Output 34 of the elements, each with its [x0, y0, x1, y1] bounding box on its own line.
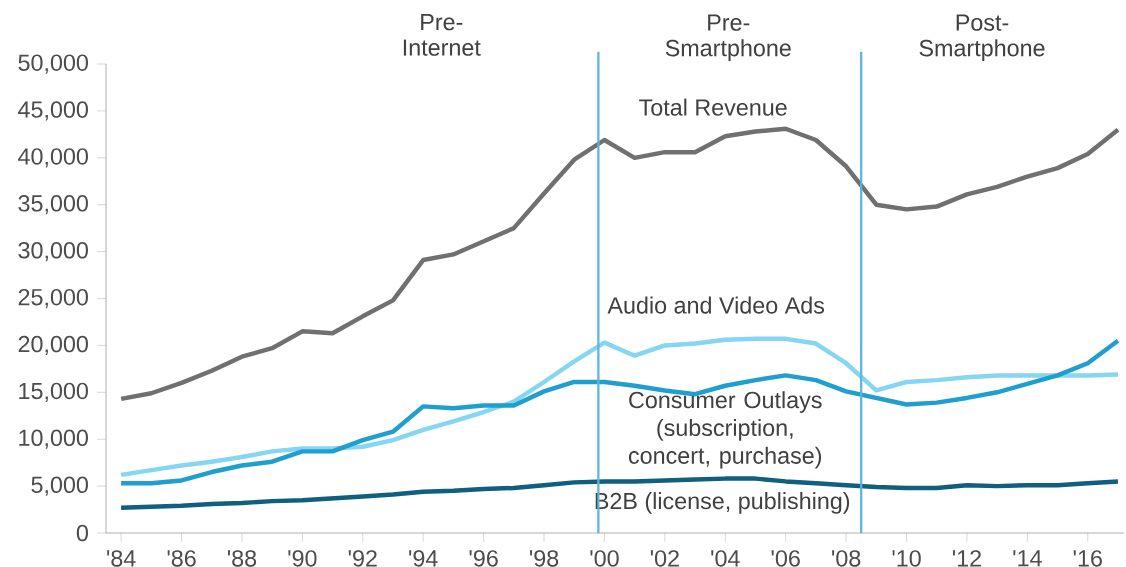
y-tick-label: 5,000: [31, 476, 88, 496]
text: Pre-Internet: [403, 14, 481, 56]
text: Pre-Smartphone: [665, 14, 791, 61]
y-tick-label: 30,000: [18, 241, 88, 262]
x-tick-label: '98: [529, 550, 559, 567]
x-tick-label: '88: [227, 550, 257, 567]
y-tick-label: 0: [76, 524, 88, 542]
series-label: Total Revenue: [639, 98, 787, 116]
x-tick-label: '04: [711, 550, 740, 567]
x-tick-label: '06: [771, 550, 800, 567]
y-tick-label: 50,000: [18, 54, 88, 74]
x-tick-label: '84: [107, 550, 136, 567]
x-tick-label: '92: [348, 550, 377, 567]
x-tick-label: '94: [409, 550, 438, 567]
y-tick-label: 15,000: [19, 382, 88, 402]
y-tick-label: 10,000: [19, 429, 88, 449]
x-tick-label: '00: [590, 550, 619, 567]
y-tick-label: 45,000: [18, 101, 88, 121]
x-tick-label: '86: [167, 550, 196, 567]
x-tick-label: '02: [650, 550, 679, 567]
y-tick-label: 35,000: [18, 195, 88, 215]
text: Post-Smartphone: [919, 14, 1045, 61]
x-tick-label: '10: [892, 550, 921, 567]
x-tick-label: '16: [1073, 550, 1102, 567]
x-tick-label: '96: [469, 550, 498, 567]
y-tick-label: 20,000: [18, 335, 88, 356]
x-tick-label: '14: [1013, 550, 1042, 567]
x-tick-label: '08: [832, 550, 861, 567]
y-tick-label: 25,000: [18, 288, 88, 309]
x-tick-label: '12: [952, 550, 981, 567]
series-label: Audio and Video Ads: [607, 296, 825, 314]
x-tick-label: '90: [288, 550, 317, 567]
y-tick-label: 40,000: [18, 148, 88, 168]
series-label: Consumer Outlays (subscription, concert, purchase): [628, 391, 822, 469]
